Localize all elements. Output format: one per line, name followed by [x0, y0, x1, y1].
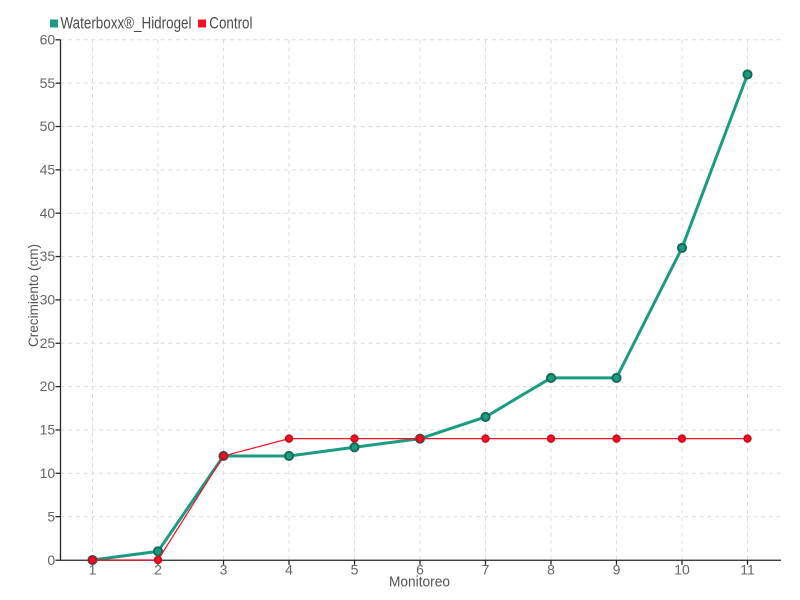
svg-text:0: 0 — [47, 552, 55, 568]
svg-text:45: 45 — [40, 161, 56, 177]
svg-text:55: 55 — [40, 75, 56, 91]
svg-text:35: 35 — [40, 248, 56, 264]
svg-text:60: 60 — [40, 31, 56, 47]
svg-text:7: 7 — [482, 561, 490, 577]
svg-text:5: 5 — [351, 561, 359, 577]
svg-text:8: 8 — [547, 561, 555, 577]
svg-text:5: 5 — [47, 508, 55, 524]
svg-text:1: 1 — [89, 561, 97, 577]
svg-text:15: 15 — [40, 422, 56, 438]
svg-text:6: 6 — [416, 561, 424, 577]
svg-text:40: 40 — [40, 205, 56, 221]
svg-text:50: 50 — [40, 118, 56, 134]
svg-text:3: 3 — [220, 561, 228, 577]
svg-text:2: 2 — [154, 561, 162, 577]
svg-text:30: 30 — [40, 292, 56, 308]
svg-text:Waterboxx®_Hidrogel: Waterboxx®_Hidrogel — [61, 15, 192, 33]
svg-text:10: 10 — [40, 465, 56, 481]
svg-text:Control: Control — [209, 15, 252, 33]
svg-text:25: 25 — [40, 335, 56, 351]
svg-text:10: 10 — [674, 561, 690, 577]
svg-text:9: 9 — [613, 561, 621, 577]
svg-text:11: 11 — [740, 561, 755, 577]
svg-text:Monitoreo: Monitoreo — [389, 574, 450, 590]
svg-text:Crecimiento (cm): Crecimiento (cm) — [25, 244, 41, 347]
svg-text:4: 4 — [285, 561, 293, 577]
svg-text:20: 20 — [40, 378, 56, 394]
